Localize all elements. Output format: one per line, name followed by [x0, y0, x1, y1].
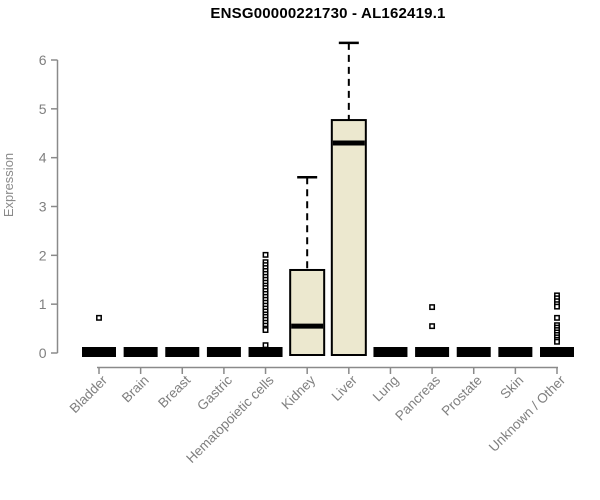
outlier-point [554, 314, 560, 321]
y-tick-label: 6 [39, 52, 47, 68]
x-tick-label: Breast [155, 372, 193, 410]
y-tick-label: 0 [39, 345, 47, 361]
boxplot-flat-box [123, 347, 158, 357]
boxplot-flat-box [165, 347, 200, 357]
boxplot-flat-box [82, 347, 116, 357]
boxplot-flat-box [540, 347, 575, 357]
y-tick-label: 5 [39, 101, 47, 117]
outlier-point [262, 251, 269, 258]
y-tick-label: 1 [39, 296, 47, 312]
boxplot-flat-box [456, 347, 491, 357]
x-tick-label: Lung [370, 373, 402, 405]
y-tick-label: 2 [39, 247, 47, 263]
outlier-point [554, 338, 560, 345]
x-tick-label: Kidney [279, 372, 319, 412]
outlier-point [554, 303, 560, 310]
boxplot-flat-box [373, 347, 408, 357]
x-tick-label: Gastric [194, 372, 235, 413]
outlier-point [429, 304, 436, 311]
x-tick-label: Skin [497, 373, 526, 402]
x-tick-label: Bladder [67, 372, 111, 416]
y-tick-label: 4 [39, 150, 47, 166]
boxplot-box [330, 119, 367, 357]
outlier-point [262, 342, 269, 349]
x-tick-label: Prostate [439, 373, 485, 419]
boxplot-flat-box [206, 347, 241, 357]
x-tick-label: Unknown / Other [486, 372, 569, 455]
outlier-point [96, 314, 102, 321]
boxplot-box [289, 268, 326, 357]
outlier-point [262, 327, 269, 333]
boxplot-flat-box [498, 347, 533, 357]
boxplot-flat-box [415, 347, 450, 357]
x-tick-label: Pancreas [392, 372, 443, 423]
x-tick-label: Liver [329, 372, 361, 404]
outlier-point [429, 323, 436, 330]
boxplot-flat-box [248, 347, 283, 357]
y-tick-label: 3 [39, 199, 47, 215]
x-tick-label: Brain [119, 373, 152, 406]
chart-title: ENSG00000221730 - AL162419.1 [210, 5, 446, 22]
